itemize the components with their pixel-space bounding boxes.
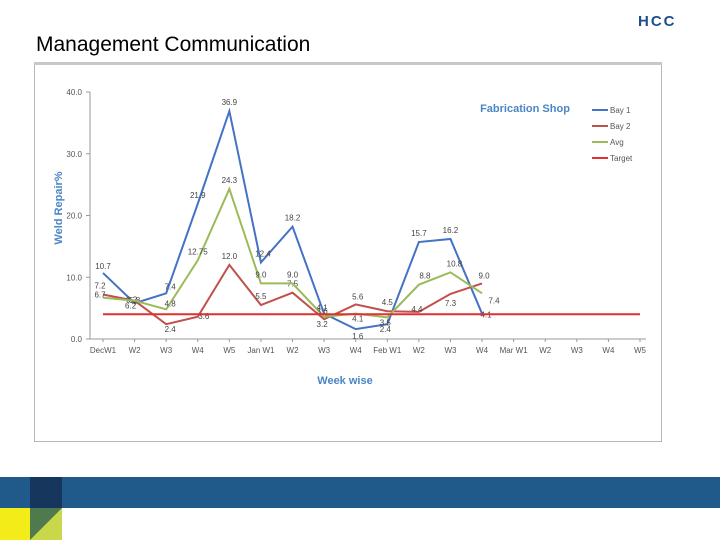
data-label-bay-1: 36.9 [222, 98, 238, 107]
x-tick-label: W3 [444, 346, 457, 355]
x-tick-label: Jan W1 [247, 346, 275, 355]
x-tick-label: W2 [129, 346, 142, 355]
data-label-avg: 12.75 [188, 247, 209, 256]
data-label-bay-2: 5.6 [352, 292, 364, 301]
data-label-bay-1: 1.6 [352, 332, 364, 341]
x-tick-label: W2 [539, 346, 552, 355]
chart-frame [34, 62, 662, 442]
x-tick-label: Feb W1 [373, 346, 402, 355]
data-label-bay-1: 10.7 [95, 262, 111, 271]
data-label-bay-2: 12.0 [222, 252, 238, 261]
data-label-bay-1: 4.1 [317, 304, 329, 313]
data-label-avg: 9.0 [287, 270, 299, 279]
x-tick-label: W2 [413, 346, 426, 355]
slide-title: Management Communication [36, 33, 311, 56]
y-tick-label: 10.0 [66, 273, 82, 282]
data-label-bay-1: 12.4 [255, 249, 271, 258]
data-label-bay-2: 7.3 [445, 299, 457, 308]
x-tick-label: W3 [318, 346, 331, 355]
x-tick-label: W2 [287, 346, 300, 355]
footer-accent-yellow [0, 508, 30, 540]
footer-accent-triangle [30, 508, 62, 540]
y-tick-label: 40.0 [66, 88, 82, 97]
y-axis-title: Weld Repair% [53, 171, 65, 244]
chart-title: Fabrication Shop [480, 103, 570, 115]
legend-label-avg: Avg [610, 138, 624, 147]
x-tick-label: Mar W1 [500, 346, 529, 355]
x-tick-label: W5 [223, 346, 236, 355]
x-axis-title: Week wise [317, 375, 372, 387]
footer-accent-dark [30, 477, 62, 508]
data-label-bay-1: 15.7 [411, 229, 427, 238]
footer-band [0, 477, 720, 508]
x-tick-label: DecW1 [90, 346, 117, 355]
y-tick-label: 20.0 [66, 212, 82, 221]
x-tick-label: W3 [160, 346, 173, 355]
data-label-avg: 10.8 [447, 259, 463, 268]
data-label-avg: 8.8 [419, 272, 431, 281]
data-label-avg: 4.1 [352, 315, 364, 324]
data-label-bay-1: 18.2 [285, 214, 301, 223]
data-label-avg: 7.4 [488, 296, 500, 305]
y-tick-label: 0.0 [71, 335, 83, 344]
series-line-bay-2 [102, 263, 483, 326]
data-label-avg: 6.2 [125, 302, 137, 311]
chart-frame-top [34, 62, 662, 65]
x-tick-label: W4 [602, 346, 615, 355]
series-line-bay-1 [102, 107, 483, 331]
data-label-avg: 9.0 [255, 270, 267, 279]
legend-label-target: Target [610, 154, 633, 163]
data-label-bay-1: 7.4 [165, 282, 177, 291]
data-label-bay-2: 3.6 [198, 312, 210, 321]
company-logo: HCC [638, 13, 677, 30]
x-tick-label: W4 [192, 346, 205, 355]
data-label-avg: 24.3 [222, 176, 238, 185]
data-label-bay-2: 7.2 [94, 282, 106, 291]
data-label-avg: 6.7 [94, 291, 106, 300]
x-tick-label: W4 [476, 346, 489, 355]
data-label-avg: 4.8 [165, 299, 177, 308]
series-line-avg [102, 186, 483, 319]
data-label-bay-2: 9.0 [478, 271, 490, 280]
data-label-bay-2: 4.5 [382, 298, 394, 307]
x-tick-label: W3 [571, 346, 584, 355]
data-label-bay-2: 5.5 [255, 292, 267, 301]
data-label-avg: 3.6 [317, 307, 329, 316]
data-label-avg: 3.5 [380, 318, 392, 327]
data-label-bay-2: 4.4 [411, 305, 423, 314]
x-tick-label: W4 [350, 346, 363, 355]
x-tick-label: W5 [634, 346, 647, 355]
legend-label-bay-2: Bay 2 [610, 122, 631, 131]
y-tick-label: 30.0 [66, 150, 82, 159]
data-label-bay-2: 3.2 [317, 320, 329, 329]
legend-label-bay-1: Bay 1 [610, 106, 631, 115]
data-label-bay-2: 2.4 [165, 325, 177, 334]
data-label-bay-1: 21.9 [190, 191, 206, 200]
data-label-bay-1: 2.4 [380, 325, 392, 334]
data-label-bay-1: 16.2 [443, 226, 459, 235]
